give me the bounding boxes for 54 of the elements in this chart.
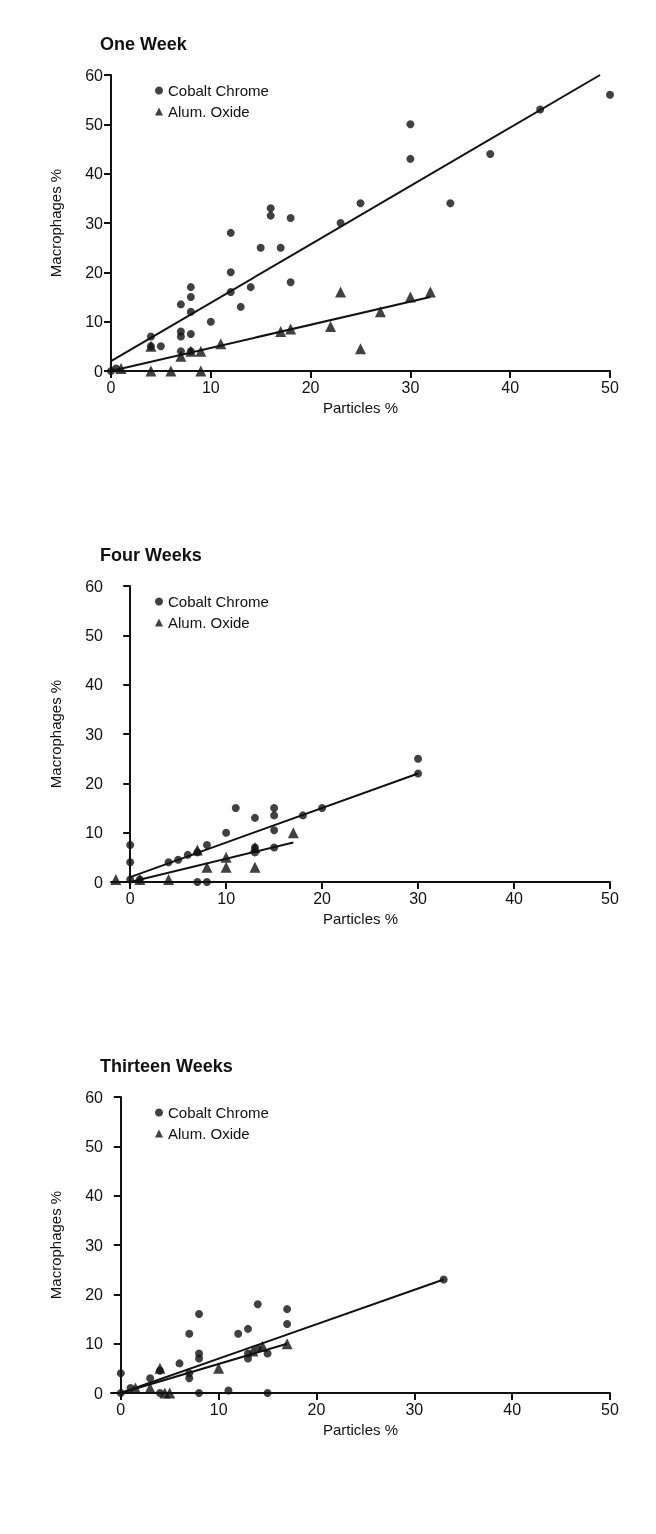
chart-title: Four Weeks	[100, 545, 202, 565]
y-tick-label: 60	[85, 1088, 104, 1106]
y-tick-label: 50	[85, 115, 104, 133]
y-tick-label: 30	[85, 214, 104, 232]
x-tick-label: 50	[601, 889, 619, 907]
legend-label: Alum. Oxide	[168, 1125, 250, 1142]
x-tick-label: 50	[601, 378, 619, 396]
y-tick-label: 50	[85, 1137, 104, 1155]
x-tick-label: 30	[405, 1400, 424, 1418]
y-tick-label: 0	[94, 1384, 104, 1402]
x-tick-label: 10	[209, 1400, 228, 1418]
y-tick-label: 40	[85, 1187, 104, 1205]
x-tick-label: 20	[313, 889, 332, 907]
x-tick-label: 20	[307, 1400, 326, 1418]
x-tick-label: 0	[106, 378, 116, 396]
y-tick-label: 60	[85, 577, 104, 595]
y-axis-title: Macrophages %	[47, 1190, 64, 1300]
x-tick-label: 10	[201, 378, 220, 396]
x-axis-title: Particles %	[322, 909, 399, 927]
y-axis-title: Macrophages %	[47, 168, 64, 278]
y-tick-label: 0	[94, 873, 104, 891]
legend-label: Cobalt Chrome	[168, 1104, 269, 1121]
chart-title: Thirteen Weeks	[100, 1056, 233, 1076]
legend-label: Alum. Oxide	[168, 614, 250, 631]
y-tick-label: 20	[85, 263, 104, 281]
x-tick-label: 40	[505, 889, 524, 907]
x-tick-label: 10	[217, 889, 236, 907]
y-axis-title: Macrophages %	[47, 679, 64, 789]
legend-label: Cobalt Chrome	[168, 82, 269, 99]
x-tick-label: 50	[601, 1400, 619, 1418]
y-tick-label: 30	[85, 725, 104, 743]
y-tick-label: 20	[85, 1285, 104, 1303]
x-tick-label: 0	[116, 1400, 126, 1418]
x-axis-title: Particles %	[322, 398, 399, 416]
y-tick-label: 30	[85, 1236, 104, 1254]
x-tick-label: 20	[301, 378, 320, 396]
x-tick-label: 40	[503, 1400, 522, 1418]
chart-title: One Week	[100, 34, 188, 54]
legend-label: Alum. Oxide	[168, 103, 250, 120]
x-tick-label: 0	[125, 889, 135, 907]
y-tick-label: 10	[85, 824, 104, 842]
x-tick-label: 40	[501, 378, 520, 396]
x-axis-title: Particles %	[322, 1420, 399, 1438]
y-tick-label: 0	[94, 362, 104, 380]
legend-label: Cobalt Chrome	[168, 593, 269, 610]
y-tick-label: 40	[85, 165, 104, 183]
y-tick-label: 10	[85, 1335, 104, 1353]
y-tick-label: 10	[85, 313, 104, 331]
y-tick-label: 60	[85, 66, 104, 84]
y-tick-label: 20	[85, 774, 104, 792]
x-tick-label: 30	[409, 889, 428, 907]
y-tick-label: 50	[85, 626, 104, 644]
x-tick-label: 30	[401, 378, 420, 396]
y-tick-label: 40	[85, 676, 104, 694]
